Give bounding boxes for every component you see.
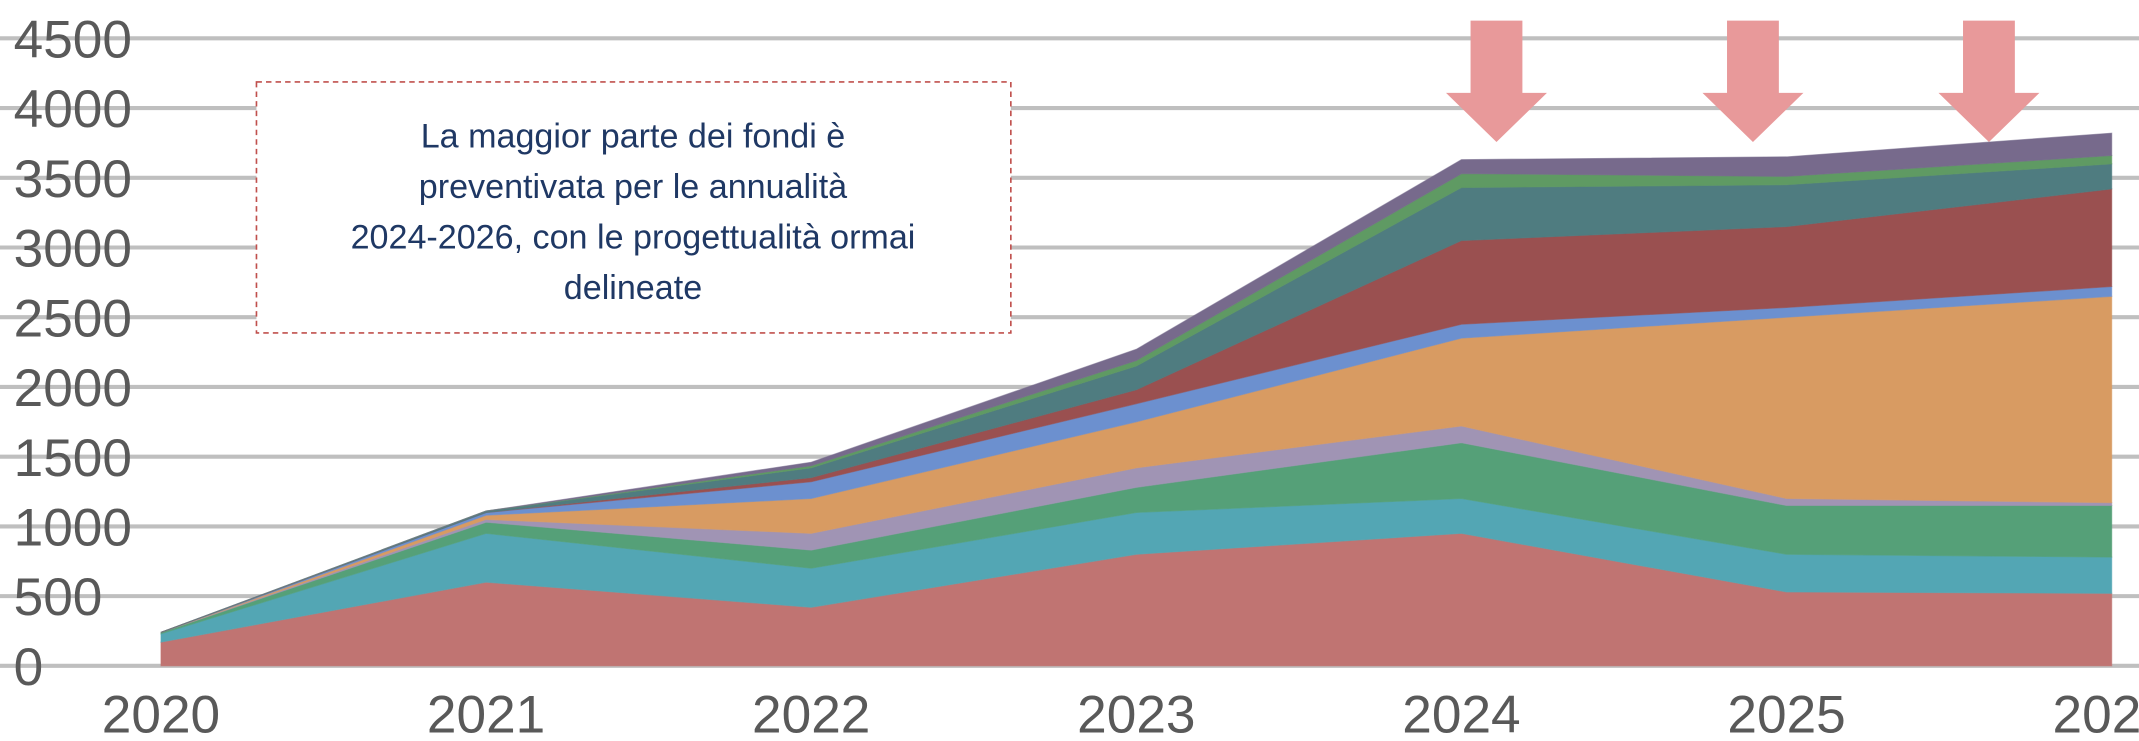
arrow [1938, 20, 2040, 143]
annotation: La maggior parte dei fondi è preventivata… [255, 81, 1012, 334]
annotation-line: preventivata per le annualità [419, 168, 847, 206]
annotation-line: 2024-2026, con le progettualità ormai [351, 218, 916, 256]
y-tick-label: 3000 [14, 220, 132, 279]
annotation-text: La maggior parte dei fondi è preventivata… [351, 117, 916, 306]
annotation-line: La maggior parte dei fondi è [421, 117, 846, 155]
arrow [1446, 20, 1547, 143]
x-tick-label: 2023 [1077, 686, 1195, 741]
annotation-line: delineate [564, 269, 702, 307]
y-tick-label: 4500 [14, 10, 132, 69]
x-tick-label: 2026 [2053, 686, 2139, 741]
labels: 0 500 1000 1500 2000 2500 3000 3500 4000 4500 2020… [14, 10, 2139, 741]
y-tick-label: 1000 [14, 498, 132, 557]
x-tick-label: 2022 [752, 686, 870, 741]
x-tick-label: 2020 [102, 686, 220, 741]
x-tick-label: 2024 [1402, 686, 1520, 741]
arrow [1702, 20, 1804, 143]
x-tick-label: 2025 [1727, 686, 1845, 741]
y-tick-label: 2000 [14, 359, 132, 418]
y-tick-label: 1500 [14, 429, 132, 488]
y-tick-label: 3500 [14, 150, 132, 209]
y-tick-label: 0 [14, 638, 44, 697]
areas [160, 132, 2113, 667]
y-tick-label: 2500 [14, 289, 132, 348]
arrows [1446, 20, 2040, 143]
area [160, 132, 2113, 633]
annotation-box [255, 81, 1012, 334]
x-tick-label: 2021 [427, 686, 545, 741]
y-tick-label: 500 [14, 568, 103, 627]
y-tick-label: 4000 [14, 80, 132, 139]
